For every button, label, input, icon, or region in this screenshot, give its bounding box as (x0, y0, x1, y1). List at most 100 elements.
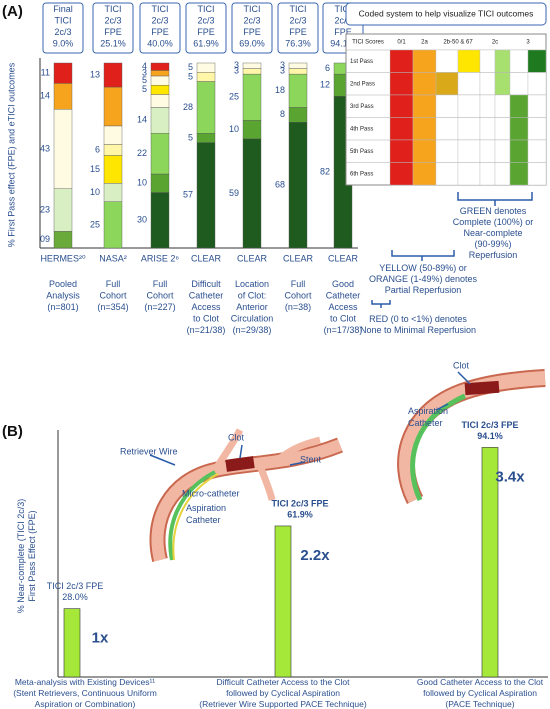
segment-label: 3 (142, 68, 147, 78)
segment-label: 30 (137, 215, 147, 225)
x-tick-label-line: (Stent Retrievers, Continuous Uniform (13, 688, 157, 698)
table-header: 3 (526, 40, 530, 46)
table-cell (509, 139, 529, 163)
legend-title-box (345, 2, 547, 26)
bar (481, 447, 499, 678)
category-description-line: Access (191, 302, 221, 312)
category-description: Pooled Analysis (n=801) (46, 279, 80, 312)
bar-segment (242, 62, 262, 69)
header-line: TICI (335, 4, 352, 14)
bar-segment (150, 192, 170, 249)
category-description-line: Analysis (46, 291, 80, 301)
callout: Clot (453, 360, 470, 370)
table-cell (457, 49, 481, 73)
header-line: FPE (151, 27, 169, 37)
header-line: 2c/3 (243, 16, 260, 26)
table-row-label: 1st Pass (350, 59, 373, 65)
category-description-line: Catheter (326, 291, 361, 301)
x-tick-label-line: Good Catheter Access to the Clot (417, 677, 544, 687)
annotation-line: Partial Reperfusion (385, 285, 462, 295)
bar-segment (103, 86, 123, 127)
bar-segment (103, 144, 123, 156)
table-cell (527, 139, 547, 163)
bar-segment (196, 81, 216, 134)
category-description: Full Cohort (n=227) (144, 279, 175, 312)
table-cell (479, 139, 496, 163)
segment-label: 18 (275, 85, 285, 95)
segment-label: 10 (137, 178, 147, 188)
table-cell (479, 117, 496, 141)
table-cell (435, 72, 459, 96)
category-description: Full Cohort (n=354) (97, 279, 128, 312)
x-tick-label-line: (Retriever Wire Supported PACE Technique… (199, 699, 367, 709)
segment-label: 10 (90, 187, 100, 197)
segment-label: 68 (275, 179, 285, 189)
bar-segment (288, 107, 308, 123)
legend-title: Coded system to help visualize TICI outc… (359, 8, 534, 18)
x-tick-label: CLEAR (237, 253, 268, 263)
header-line: 9.0% (53, 39, 74, 49)
table-header: TICI Scores (352, 40, 384, 46)
table-cell (457, 117, 481, 141)
segment-label: 09 (40, 234, 50, 244)
table-cell (494, 117, 511, 141)
header-line: 40.0% (147, 39, 173, 49)
bar-segment (53, 109, 73, 190)
table-cell (435, 94, 459, 118)
segment-label: 11 (41, 68, 50, 78)
bar-segment (53, 231, 73, 249)
segment-label: 5 (142, 75, 147, 85)
x-tick-label: Difficult Catheter Access to the Clot fol… (199, 677, 367, 709)
x-tick-label: ARISE 2⁶ (141, 253, 180, 263)
annotation: RED (0 to <1%) denotes None to Minimal Re… (360, 314, 476, 335)
header-line: 2c/3 (151, 16, 168, 26)
header-box (277, 2, 319, 54)
callout-line: Catheter (408, 418, 443, 428)
bar-segment (196, 133, 216, 143)
header-line: 2c/3 (104, 16, 121, 26)
category-description-line: of Clot: (238, 291, 267, 301)
bar-segment (53, 83, 73, 110)
table-cell (527, 162, 547, 186)
table-cell (479, 94, 496, 118)
segment-label: 5 (188, 62, 193, 72)
header-line: 2c/3 (334, 16, 351, 26)
table-cell (457, 72, 481, 96)
header: TICI 2c/3 FPE 25.1% (100, 4, 126, 49)
table-cell (479, 72, 496, 96)
table-cell (435, 49, 459, 73)
table-cell (457, 162, 481, 186)
table-header: 2b-50 & 67 (443, 40, 473, 46)
category-description-line: (n=354) (97, 302, 128, 312)
segment-label: 5 (142, 84, 147, 94)
bar-segment (53, 62, 73, 84)
segment-label: 12 (320, 80, 330, 90)
table-cell (412, 162, 437, 186)
table-cell (389, 162, 414, 186)
table-cell (527, 94, 547, 118)
annotation-line: Reperfusion (469, 250, 518, 260)
panel-label: (B) (2, 423, 23, 440)
header-box (139, 2, 181, 54)
table-row-label: 3rd Pass (350, 104, 374, 110)
x-tick-label-line: (PACE Technique) (445, 699, 514, 709)
table-row-label: 4th Pass (350, 126, 373, 132)
bar-segment (150, 173, 170, 193)
multiplier: 1x (92, 630, 109, 647)
segment-label: 5 (188, 71, 193, 81)
category-description-line: (n=29/38) (233, 325, 272, 335)
bar-segment (196, 72, 216, 82)
bar-segment (103, 62, 123, 88)
bar-segment (196, 62, 216, 73)
header-line: TICI (244, 4, 261, 14)
panel-label: (A) (2, 3, 23, 20)
header-box (92, 2, 134, 54)
category-description-line: Location (235, 279, 269, 289)
bar-label: TICI 2c/3 FPE (271, 498, 328, 508)
bar-segment (150, 62, 170, 71)
segment-label: 3 (234, 66, 239, 76)
x-tick-label-line: Difficult Catheter Access to the Clot (216, 677, 350, 687)
header-line: 61.9% (193, 39, 219, 49)
annotation-line: (90-99%) (474, 239, 511, 249)
table-cell (494, 72, 511, 96)
